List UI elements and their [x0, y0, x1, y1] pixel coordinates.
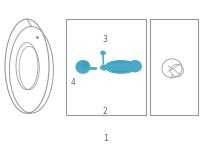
Bar: [66, 19, 146, 115]
Text: 2: 2: [103, 107, 107, 116]
Text: 4: 4: [71, 78, 75, 87]
Ellipse shape: [100, 65, 108, 71]
Ellipse shape: [128, 60, 142, 72]
Ellipse shape: [104, 60, 138, 74]
Text: 3: 3: [103, 35, 107, 44]
Text: 1: 1: [104, 134, 108, 143]
Ellipse shape: [81, 61, 89, 68]
Ellipse shape: [76, 60, 90, 74]
Ellipse shape: [100, 51, 106, 55]
Bar: [150, 19, 198, 115]
